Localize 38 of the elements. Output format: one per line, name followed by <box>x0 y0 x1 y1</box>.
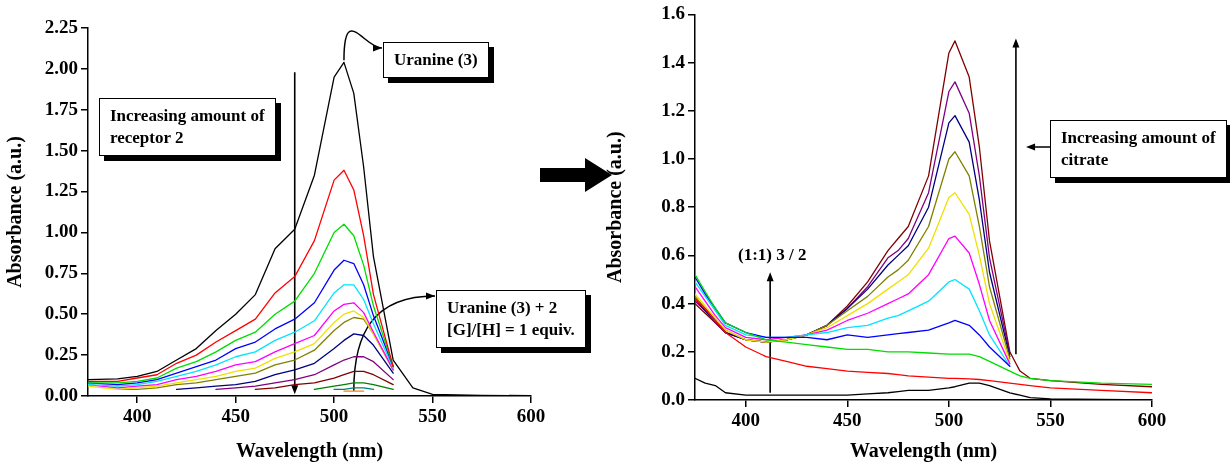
y-tick-label: 0.8 <box>661 195 685 217</box>
x-tick-label: 500 <box>934 409 964 431</box>
y-tick-label: 1.50 <box>44 138 78 160</box>
y-tick-label: 1.2 <box>661 98 685 120</box>
x-tick-label: 400 <box>122 405 152 427</box>
y-tick-label: 1.25 <box>44 179 78 201</box>
y-tick-label: 0.4 <box>661 291 686 313</box>
x-tick-label: 600 <box>516 405 546 427</box>
x-tick-label: 600 <box>1137 409 1167 431</box>
y-tick-label: 2.00 <box>44 56 78 78</box>
y-tick-label: 1.4 <box>661 50 686 72</box>
x-tick-label: 450 <box>833 409 862 431</box>
x-tick-label: 500 <box>319 405 349 427</box>
y-tick-label: 0.2 <box>661 339 685 361</box>
annotation: Uranine (3) <box>383 42 489 79</box>
y-tick-label: 2.25 <box>44 15 78 37</box>
y-tick-label: 0.0 <box>661 387 685 409</box>
y-tick-label: 1.75 <box>44 97 78 119</box>
y-tick-label: 1.0 <box>661 146 685 168</box>
x-tick-label: 550 <box>1036 409 1065 431</box>
x-axis-title: Wavelength (nm) <box>235 439 384 463</box>
y-tick-label: 1.00 <box>44 220 78 242</box>
annotation: Uranine (3) + 2 [G]/[H] = 1 equiv. <box>436 290 586 349</box>
y-axis-title: Absorbance (a.u.) <box>603 131 627 284</box>
y-tick-label: 0.75 <box>44 261 78 283</box>
annotation: Increasing amount of citrate <box>1050 120 1227 179</box>
annotation: (1:1) 3 / 2 <box>738 244 807 266</box>
x-tick-label: 400 <box>731 409 761 431</box>
y-tick-label: 0.50 <box>44 302 78 324</box>
y-tick-label: 0.25 <box>44 343 78 365</box>
y-tick-label: 0.00 <box>44 383 78 405</box>
x-tick-label: 450 <box>221 405 250 427</box>
y-axis-title: Absorbance (a.u.) <box>3 136 27 288</box>
y-tick-label: 1.6 <box>661 2 685 24</box>
annotation: Increasing amount of receptor 2 <box>99 98 276 157</box>
x-tick-label: 550 <box>418 405 447 427</box>
x-axis-title: Wavelength (nm) <box>849 439 998 463</box>
y-tick-label: 0.6 <box>661 243 685 265</box>
